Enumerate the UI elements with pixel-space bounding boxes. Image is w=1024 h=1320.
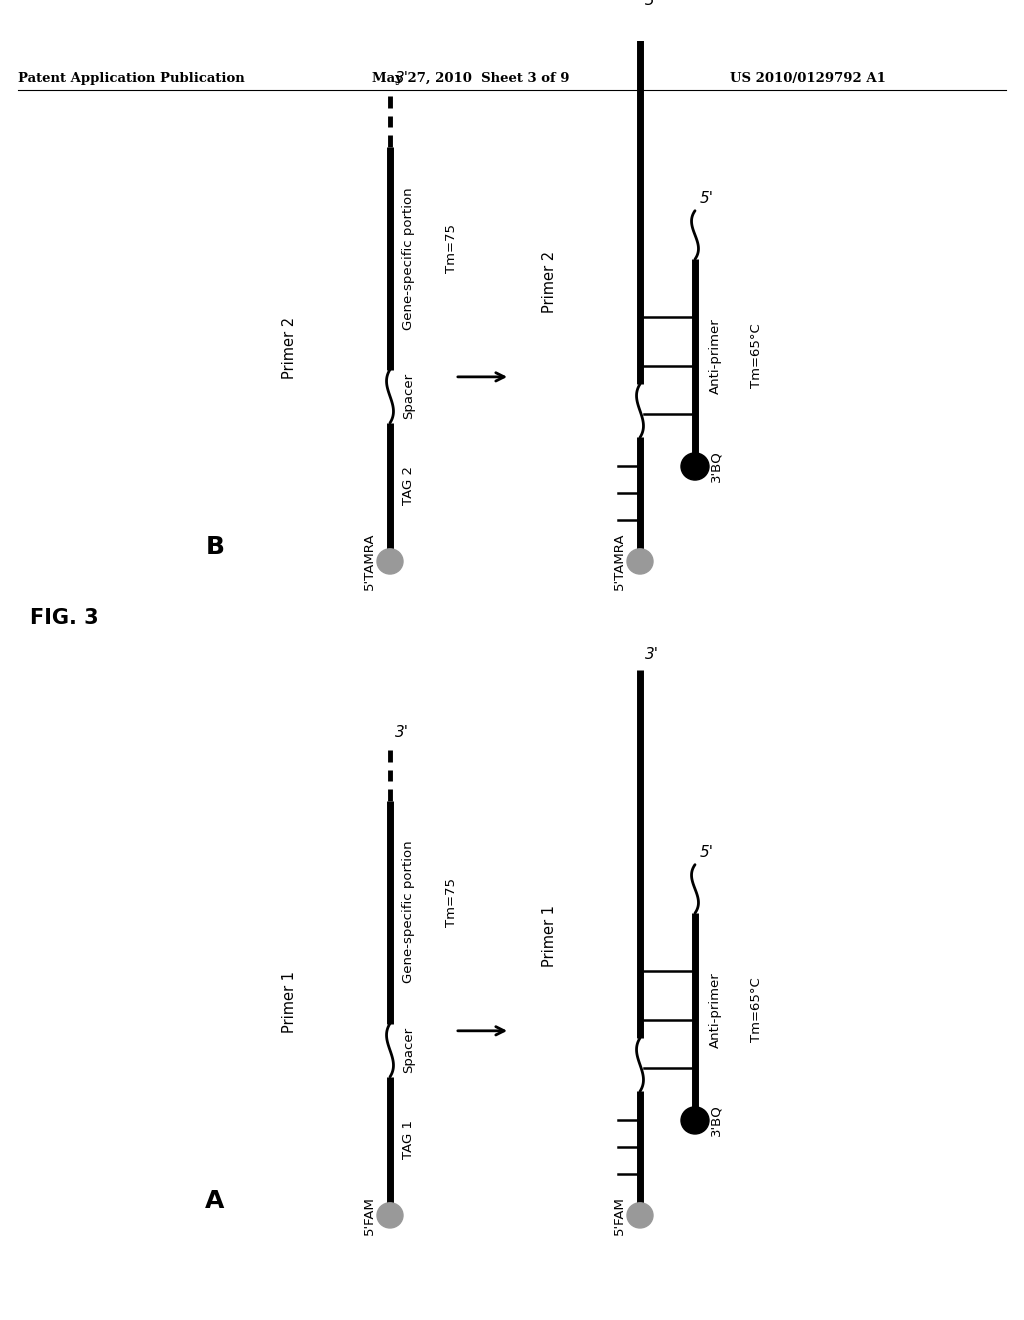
Text: 3'BQ: 3'BQ [709,1105,722,1137]
Text: Gene-specific portion: Gene-specific portion [402,187,415,330]
Circle shape [377,1203,403,1228]
Circle shape [681,453,709,480]
Text: 3'BQ: 3'BQ [709,450,722,482]
Circle shape [627,549,653,574]
Text: Primer 1: Primer 1 [543,906,557,968]
Text: 5'TAMRA: 5'TAMRA [362,533,376,590]
Text: Tm=65°C: Tm=65°C [750,323,763,388]
Text: 5'FAM: 5'FAM [362,1196,376,1234]
Text: Anti-primer: Anti-primer [709,318,722,393]
Circle shape [377,549,403,574]
Circle shape [681,1107,709,1134]
Circle shape [627,1203,653,1228]
Text: Primer 1: Primer 1 [283,970,298,1032]
Text: TAG 1: TAG 1 [402,1121,415,1159]
Text: Tm=65°C: Tm=65°C [750,978,763,1043]
Text: 3': 3' [645,0,659,8]
Text: 5'TAMRA: 5'TAMRA [613,533,626,590]
Text: Primer 2: Primer 2 [283,317,298,379]
Text: Tm=75: Tm=75 [445,224,458,273]
Text: Tm=75: Tm=75 [445,878,458,927]
Text: Primer 2: Primer 2 [543,251,557,313]
Text: 5'FAM: 5'FAM [613,1196,626,1234]
Text: Anti-primer: Anti-primer [709,972,722,1048]
Text: TAG 2: TAG 2 [402,466,415,506]
Text: 3': 3' [645,647,659,663]
Text: May 27, 2010  Sheet 3 of 9: May 27, 2010 Sheet 3 of 9 [372,73,569,86]
Text: Gene-specific portion: Gene-specific portion [402,841,415,983]
Text: FIG. 3: FIG. 3 [30,609,98,628]
Text: 3': 3' [395,71,409,86]
Text: US 2010/0129792 A1: US 2010/0129792 A1 [730,73,886,86]
Text: B: B [206,536,224,560]
Text: Spacer: Spacer [402,1027,415,1073]
Text: Patent Application Publication: Patent Application Publication [18,73,245,86]
Text: A: A [206,1189,224,1213]
Text: 3': 3' [395,725,409,739]
Text: Spacer: Spacer [402,374,415,420]
Text: 5': 5' [700,191,714,206]
Text: 5': 5' [700,845,714,859]
